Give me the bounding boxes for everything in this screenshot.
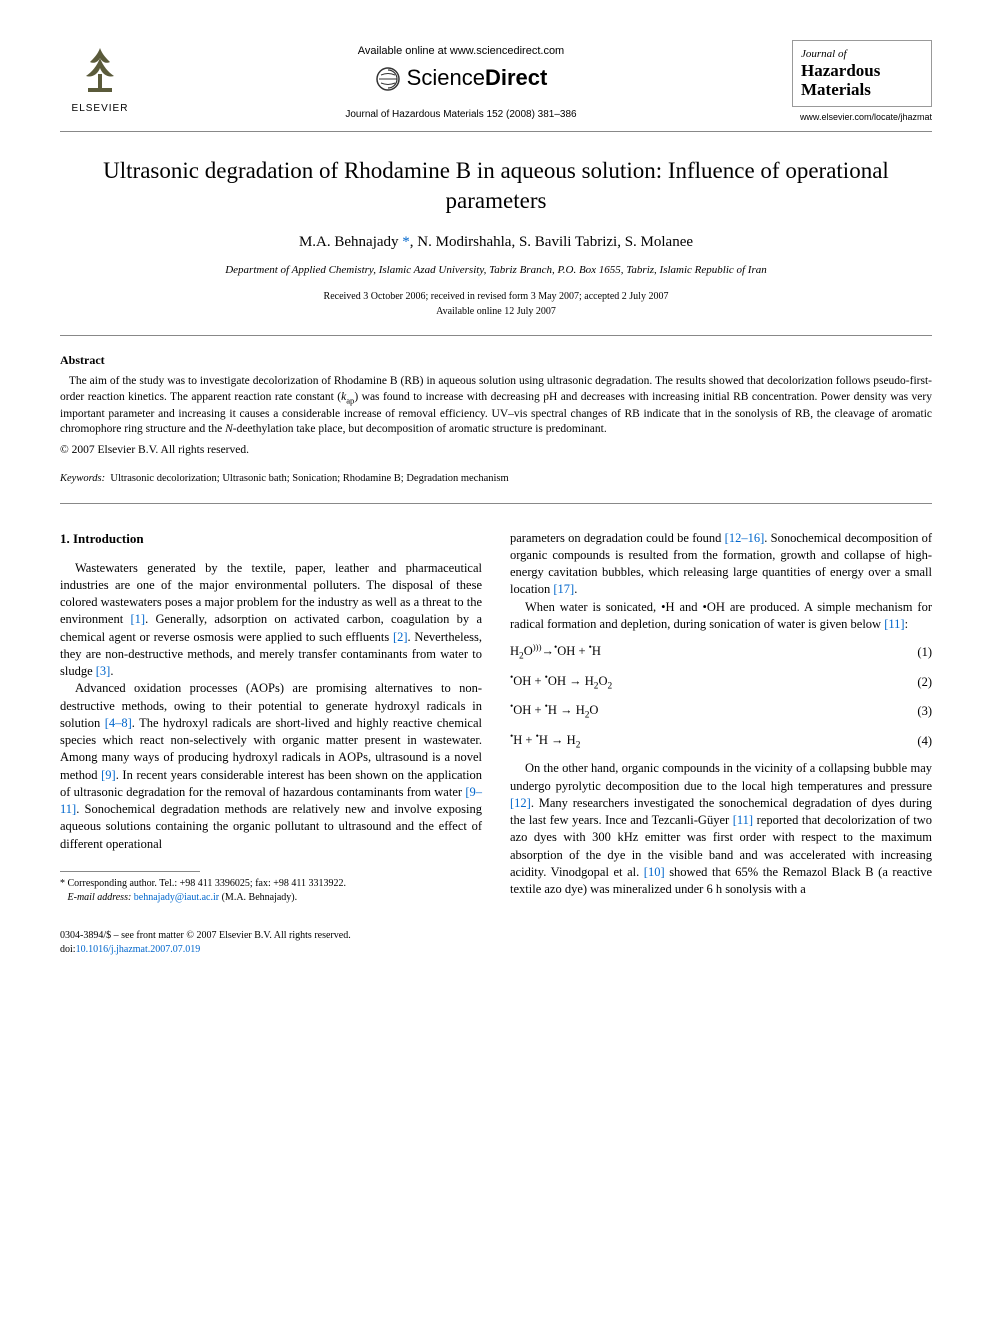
eq2-formula: •OH + •OH → H2O2 xyxy=(510,672,612,694)
footnote-line2: E-mail address: behnajady@iaut.ac.ir (M.… xyxy=(60,891,482,905)
journal-name-line1: Hazardous xyxy=(801,62,923,81)
ref-link-2[interactable]: [2] xyxy=(393,630,408,644)
ref-link-11b[interactable]: [11] xyxy=(733,813,753,827)
right-para-3: On the other hand, organic compounds in … xyxy=(510,760,932,898)
affiliation: Department of Applied Chemistry, Islamic… xyxy=(60,263,932,278)
abstract-label: Abstract xyxy=(60,352,932,369)
corresponding-marker: * xyxy=(402,234,410,250)
bottom-matter: 0304-3894/$ – see front matter © 2007 El… xyxy=(60,929,932,957)
copyright-text: © 2007 Elsevier B.V. All rights reserved… xyxy=(60,442,932,458)
eq3-number: (3) xyxy=(917,703,932,720)
eq1-formula: H2O)))→•OH + •H xyxy=(510,641,601,664)
center-header: Available online at www.sciencedirect.co… xyxy=(140,40,782,122)
sd-prefix: Science xyxy=(407,65,485,90)
elsevier-label: ELSEVIER xyxy=(72,102,129,116)
keywords-line: Keywords: Ultrasonic decolorization; Ult… xyxy=(60,472,932,487)
doi-label: doi: xyxy=(60,944,76,955)
available-online-text: Available online at www.sciencedirect.co… xyxy=(140,44,782,59)
ref-link-12[interactable]: [12] xyxy=(510,796,531,810)
article-title: Ultrasonic degradation of Rhodamine B in… xyxy=(60,156,932,216)
left-column: 1. Introduction Wastewaters generated by… xyxy=(60,530,482,905)
equation-1: H2O)))→•OH + •H (1) xyxy=(510,641,932,664)
sciencedirect-logo: ScienceDirect xyxy=(375,63,548,94)
eq4-formula: •H + •H → H2 xyxy=(510,731,580,753)
ref-link-4-8[interactable]: [4–8] xyxy=(105,716,132,730)
front-matter-line: 0304-3894/$ – see front matter © 2007 El… xyxy=(60,929,932,943)
ref-link-3[interactable]: [3] xyxy=(96,664,111,678)
keywords-label: Keywords: xyxy=(60,473,105,484)
journal-logo-box: Journal of Hazardous Materials xyxy=(792,40,932,107)
keywords-text: Ultrasonic decolorization; Ultrasonic ba… xyxy=(110,473,508,484)
right-para-2: When water is sonicated, •H and •OH are … xyxy=(510,599,932,634)
eq1-number: (1) xyxy=(917,644,932,661)
post-abstract-rule xyxy=(60,503,932,504)
intro-para-1: Wastewaters generated by the textile, pa… xyxy=(60,560,482,681)
elsevier-tree-icon xyxy=(70,40,130,100)
authors-line: M.A. Behnajady *, N. Modirshahla, S. Bav… xyxy=(60,232,932,253)
email-tail: (M.A. Behnajady). xyxy=(222,892,298,903)
article-dates: Received 3 October 2006; received in rev… xyxy=(60,289,932,319)
footnote-rule xyxy=(60,871,200,872)
ref-link-9[interactable]: [9] xyxy=(101,768,116,782)
body-columns: 1. Introduction Wastewaters generated by… xyxy=(60,530,932,905)
journal-reference: Journal of Hazardous Materials 152 (2008… xyxy=(140,108,782,122)
equation-2: •OH + •OH → H2O2 (2) xyxy=(510,672,932,694)
ref-link-11a[interactable]: [11] xyxy=(884,617,904,631)
ref-link-1[interactable]: [1] xyxy=(130,612,145,626)
ref-link-12-16[interactable]: [12–16] xyxy=(725,531,765,545)
eq2-number: (2) xyxy=(917,674,932,691)
journal-name-line2: Materials xyxy=(801,81,923,100)
right-column: parameters on degradation could be found… xyxy=(510,530,932,905)
journal-of-text: Journal of xyxy=(801,47,923,62)
dates-line2: Available online 12 July 2007 xyxy=(60,304,932,319)
eq4-number: (4) xyxy=(917,733,932,750)
eq3-formula: •OH + •H → H2O xyxy=(510,701,598,723)
right-para-1: parameters on degradation could be found… xyxy=(510,530,932,599)
equation-4: •H + •H → H2 (4) xyxy=(510,731,932,753)
dates-line1: Received 3 October 2006; received in rev… xyxy=(60,289,932,304)
corresponding-footnote: * Corresponding author. Tel.: +98 411 33… xyxy=(60,877,482,905)
section-1-heading: 1. Introduction xyxy=(60,530,482,548)
header-row: ELSEVIER Available online at www.science… xyxy=(60,40,932,123)
intro-para-2: Advanced oxidation processes (AOPs) are … xyxy=(60,680,482,853)
email-label: E-mail address: xyxy=(68,892,132,903)
sd-suffix: Direct xyxy=(485,65,547,90)
sciencedirect-text: ScienceDirect xyxy=(407,63,548,94)
doi-link[interactable]: 10.1016/j.jhazmat.2007.07.019 xyxy=(76,944,201,955)
authors-text: M.A. Behnajady *, N. Modirshahla, S. Bav… xyxy=(299,234,693,250)
ref-link-17[interactable]: [17] xyxy=(553,582,574,596)
footnote-line1: * Corresponding author. Tel.: +98 411 33… xyxy=(60,877,482,891)
abstract-text: The aim of the study was to investigate … xyxy=(60,374,932,437)
pre-abstract-rule xyxy=(60,335,932,336)
sciencedirect-icon xyxy=(375,66,401,92)
header-rule xyxy=(60,131,932,132)
journal-url: www.elsevier.com/locate/jhazmat xyxy=(800,111,932,124)
ref-link-10[interactable]: [10] xyxy=(644,865,665,879)
email-link[interactable]: behnajady@iaut.ac.ir xyxy=(134,892,219,903)
doi-line: doi:10.1016/j.jhazmat.2007.07.019 xyxy=(60,943,932,957)
elsevier-logo: ELSEVIER xyxy=(60,40,140,116)
equation-3: •OH + •H → H2O (3) xyxy=(510,701,932,723)
right-header-column: Journal of Hazardous Materials www.elsev… xyxy=(782,40,932,123)
